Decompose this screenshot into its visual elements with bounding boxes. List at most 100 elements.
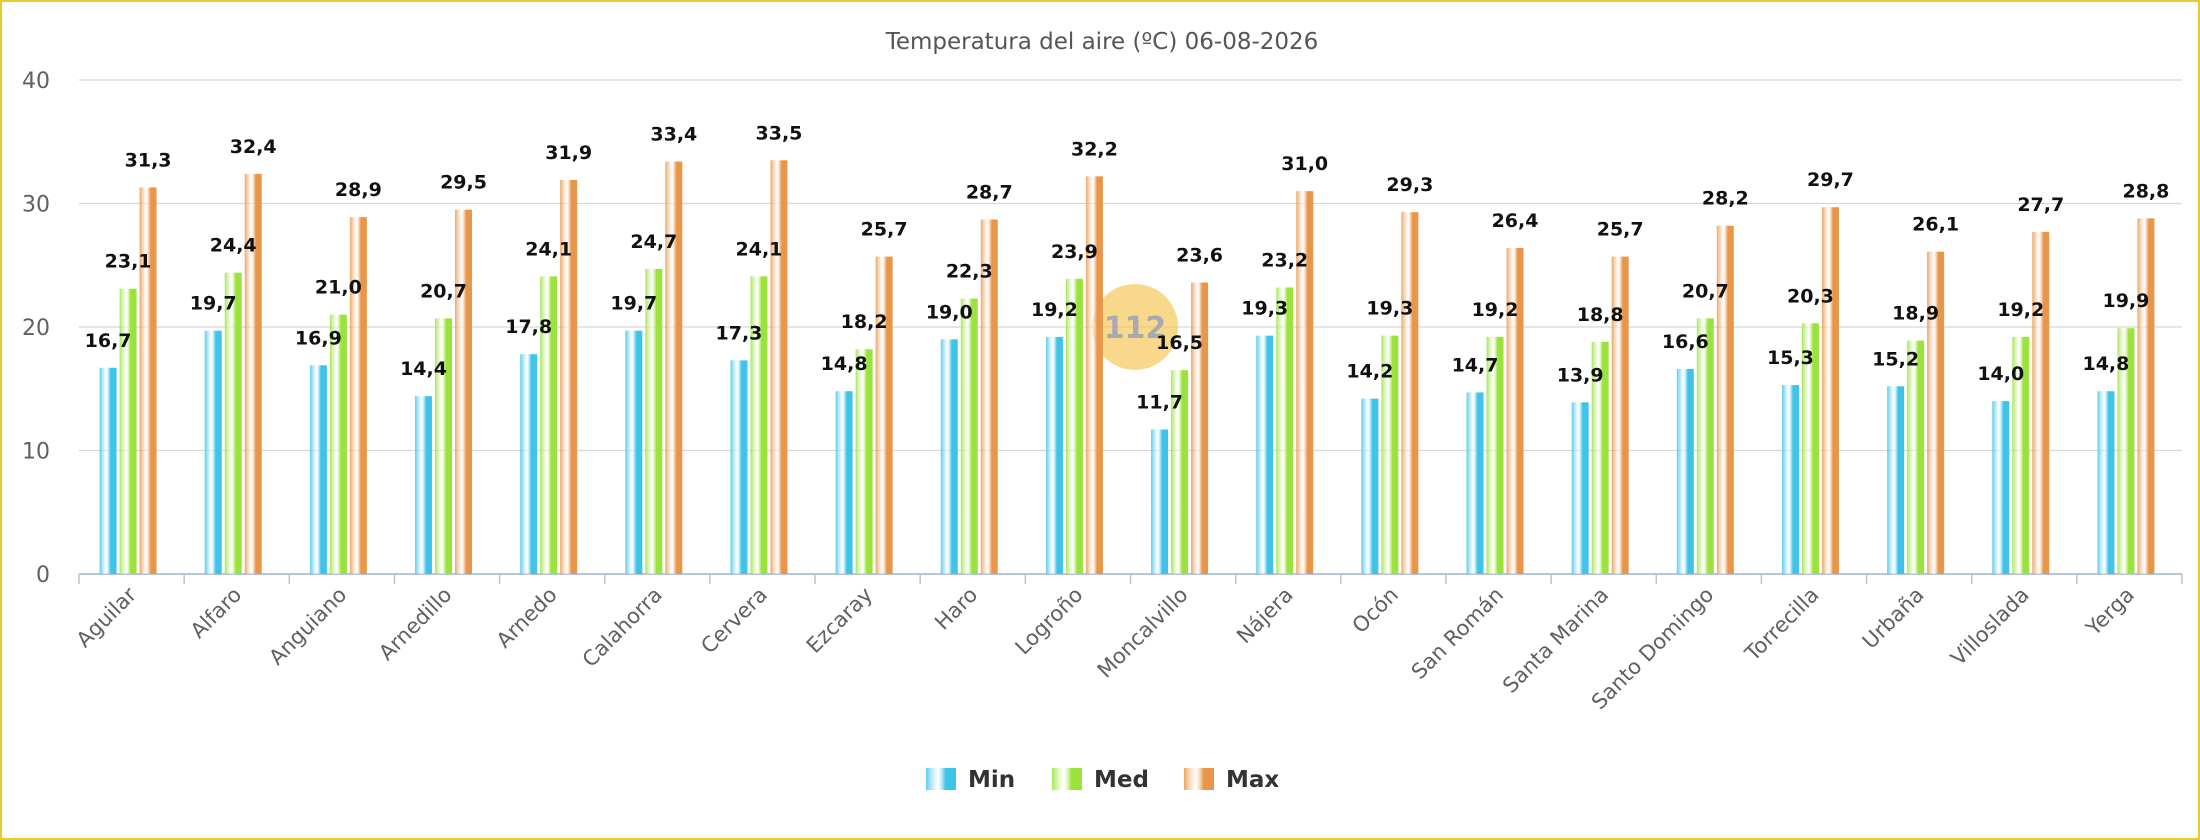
legend-swatch-med	[1052, 768, 1082, 790]
bar-max-villoslada[interactable]	[2032, 231, 2050, 574]
bar-min-cervera[interactable]	[730, 360, 748, 574]
bar-med-arnedillo[interactable]	[435, 318, 453, 574]
watermark-text: 112	[1104, 311, 1167, 346]
x-tick-label-aguilar: Aguilar	[72, 582, 142, 652]
watermark-logo: 112	[1092, 284, 1178, 370]
bar-min-yerga[interactable]	[2097, 391, 2115, 574]
bar-max-urbana[interactable]	[1927, 251, 1945, 575]
bar-med-villoslada[interactable]	[2012, 336, 2030, 574]
data-label-max-alfaro: 32,4	[230, 136, 277, 158]
data-label-med-cervera: 24,1	[736, 238, 783, 260]
bar-max-logrono[interactable]	[1085, 176, 1103, 574]
bar-min-haro[interactable]	[940, 339, 958, 574]
data-label-min-aguilar: 16,7	[85, 330, 132, 352]
y-tick-label-30: 30	[22, 193, 50, 218]
y-tick-label-20: 20	[22, 316, 50, 341]
bar-med-haro[interactable]	[960, 298, 978, 574]
bar-max-anguiano[interactable]	[349, 217, 367, 574]
x-tick-label-ocon: Ocón	[1348, 583, 1403, 638]
x-tick-label-yerga: Yerga	[2081, 583, 2139, 641]
bar-med-alfaro[interactable]	[224, 272, 242, 574]
bar-max-yerga[interactable]	[2137, 218, 2155, 574]
bar-med-santa-marina[interactable]	[1591, 341, 1609, 574]
bar-min-alfaro[interactable]	[204, 330, 222, 574]
bar-max-haro[interactable]	[980, 219, 998, 574]
bar-min-ocon[interactable]	[1361, 398, 1379, 574]
bar-min-urbana[interactable]	[1887, 386, 1905, 574]
bar-max-ocon[interactable]	[1401, 212, 1419, 574]
data-label-max-arnedillo: 29,5	[440, 172, 487, 194]
bar-max-moncalvillo[interactable]	[1191, 282, 1209, 574]
bar-max-alfaro[interactable]	[244, 173, 262, 575]
bar-min-calahorra[interactable]	[625, 330, 643, 574]
data-label-min-ocon: 14,2	[1346, 361, 1393, 383]
bar-med-santo-domingo[interactable]	[1696, 318, 1714, 574]
bar-min-anguiano[interactable]	[309, 365, 327, 574]
data-label-max-santo-domingo: 28,2	[1702, 188, 1749, 210]
bar-med-san-roman[interactable]	[1486, 336, 1504, 574]
bar-min-villoslada[interactable]	[1992, 401, 2010, 574]
bar-min-torrecilla[interactable]	[1781, 385, 1799, 574]
bar-med-calahorra[interactable]	[645, 268, 663, 574]
bar-max-torrecilla[interactable]	[1821, 207, 1839, 574]
bar-med-logrono[interactable]	[1065, 278, 1083, 574]
data-label-med-arnedillo: 20,7	[420, 280, 467, 302]
bar-max-arnedo[interactable]	[560, 180, 578, 574]
x-axis: Aguilar Alfaro Anguiano Arnedillo Arnedo Cala…	[72, 574, 2183, 714]
x-tick-label-logrono: Logroño	[1011, 583, 1088, 660]
x-tick-label-calahorra: Calahorra	[578, 583, 667, 672]
bar-max-cervera[interactable]	[770, 160, 788, 574]
bar-min-moncalvillo[interactable]	[1151, 429, 1169, 574]
bar-med-aguilar[interactable]	[119, 288, 137, 574]
x-tick-label-moncalvillo: Moncalvillo	[1093, 583, 1193, 683]
bar-min-arnedillo[interactable]	[415, 396, 433, 574]
bar-med-anguiano[interactable]	[329, 314, 347, 574]
bar-med-ezcaray[interactable]	[855, 349, 873, 574]
bar-med-moncalvillo[interactable]	[1171, 370, 1189, 574]
x-tick-label-torrecilla: Torrecilla	[1740, 583, 1824, 667]
bar-min-ezcaray[interactable]	[835, 391, 853, 574]
bar-min-najera[interactable]	[1256, 335, 1274, 574]
bar-max-arnedillo[interactable]	[455, 209, 473, 575]
data-label-min-villoslada: 14,0	[1977, 363, 2024, 385]
data-label-max-ezcaray: 25,7	[861, 219, 908, 241]
bar-med-cervera[interactable]	[750, 276, 768, 574]
bar-min-santo-domingo[interactable]	[1676, 368, 1694, 574]
bar-max-calahorra[interactable]	[665, 161, 683, 574]
bar-min-san-roman[interactable]	[1466, 392, 1484, 574]
bar-med-urbana[interactable]	[1907, 340, 1925, 574]
chart-title: Temperatura del aire (ºC) 06-08-2026	[885, 29, 1319, 55]
bar-max-aguilar[interactable]	[139, 187, 157, 574]
bar-med-najera[interactable]	[1276, 287, 1294, 574]
data-label-min-najera: 19,3	[1241, 298, 1288, 320]
legend[interactable]: Min Med Max	[926, 767, 1279, 793]
bar-max-ezcaray[interactable]	[875, 256, 893, 574]
data-label-min-arnedillo: 14,4	[400, 358, 447, 380]
legend-item-min[interactable]: Min	[926, 767, 1015, 793]
bar-med-arnedo[interactable]	[540, 276, 558, 574]
watermark-circle	[1092, 284, 1178, 370]
x-tick-label-san-roman: San Román	[1407, 583, 1508, 684]
bar-max-najera[interactable]	[1296, 191, 1314, 574]
bar-med-yerga[interactable]	[2117, 328, 2135, 574]
bar-min-aguilar[interactable]	[99, 367, 117, 574]
data-label-max-urbana: 26,1	[1912, 214, 1959, 236]
x-tick-label-anguiano: Anguiano	[264, 583, 351, 670]
bar-max-san-roman[interactable]	[1506, 247, 1524, 574]
data-label-min-calahorra: 19,7	[610, 293, 657, 315]
data-label-min-torrecilla: 15,3	[1767, 347, 1814, 369]
bar-min-arnedo[interactable]	[520, 354, 538, 574]
legend-item-max[interactable]: Max	[1184, 767, 1279, 793]
data-label-med-arnedo: 24,1	[525, 238, 572, 260]
bar-min-logrono[interactable]	[1045, 336, 1063, 574]
bar-med-torrecilla[interactable]	[1801, 323, 1819, 574]
bar-max-santo-domingo[interactable]	[1716, 225, 1734, 575]
bar-min-santa-marina[interactable]	[1571, 402, 1589, 574]
legend-label-med: Med	[1094, 767, 1149, 793]
bar-med-ocon[interactable]	[1381, 335, 1399, 574]
data-label-med-yerga: 19,9	[2102, 290, 2149, 312]
data-label-max-calahorra: 33,4	[650, 124, 697, 146]
legend-item-med[interactable]: Med	[1052, 767, 1149, 793]
bar-max-santa-marina[interactable]	[1611, 256, 1629, 574]
